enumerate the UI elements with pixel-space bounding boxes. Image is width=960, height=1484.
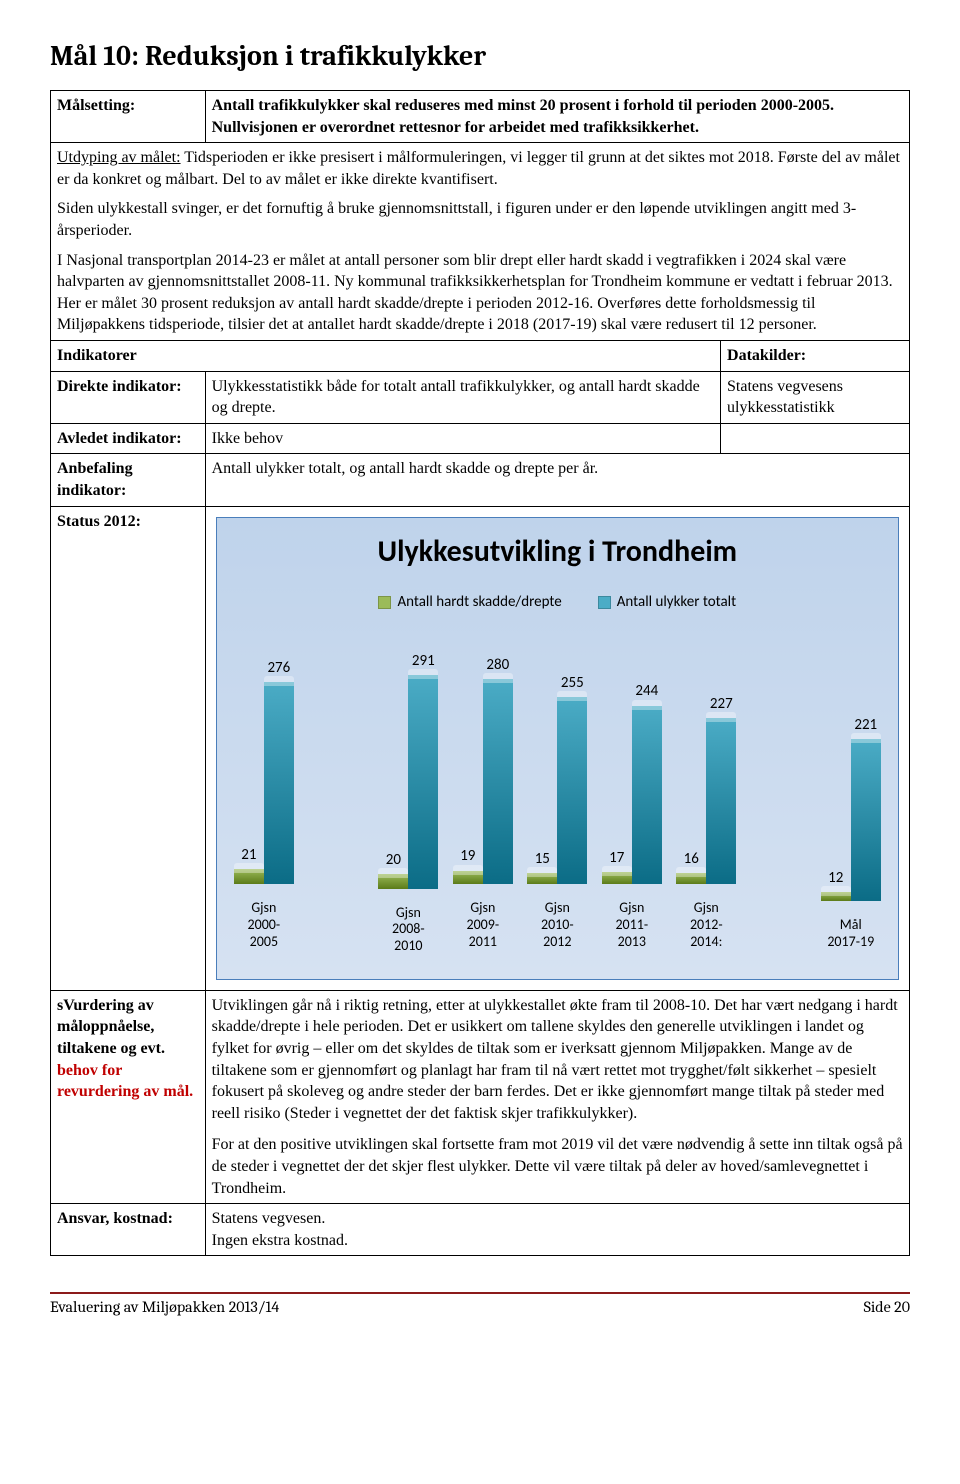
x-axis-label: Gjsn2011-2013 [615, 900, 648, 950]
bar-group: 16 227 Gjsn2012-2014: [669, 651, 743, 951]
direkte-data: Statens vegvesens ulykkesstatistikk [721, 371, 910, 423]
datakilder-label: Datakilder: [721, 340, 910, 371]
row-anbefaling: Anbefaling indikator: Antall ulykker tot… [51, 454, 910, 506]
avledet-label: Avledet indikator: [51, 423, 206, 454]
ansvar-label: Ansvar, kostnad: [51, 1204, 206, 1256]
footer: Evaluering av Miljøpakken 2013/14 Side 2… [50, 1298, 910, 1316]
utdyping-p3: I Nasjonal transportplan 2014-23 er måle… [57, 250, 903, 336]
anbefaling-text: Antall ulykker totalt, og antall hardt s… [205, 454, 909, 506]
vurdering-label: sVurdering av måloppnåelse, tiltakene og… [51, 990, 206, 1203]
vurdering-p1: Utviklingen går nå i riktig retning, ett… [212, 995, 903, 1125]
bar-b [632, 706, 662, 885]
ansvar-text: Statens vegvesen. Ingen ekstra kostnad. [205, 1204, 909, 1256]
status-chart-cell: Ulykkesutvikling i Trondheim Antall hard… [205, 506, 909, 990]
status-label: Status 2012: [51, 506, 206, 990]
row-vurdering: sVurdering av måloppnåelse, tiltakene og… [51, 990, 910, 1203]
bar-a [821, 892, 851, 901]
bar-value-a: 17 [609, 848, 624, 868]
bar-b [483, 679, 513, 884]
chart-title: Ulykkesutvikling i Trondheim [227, 532, 888, 573]
bar-value-b: 227 [710, 694, 733, 714]
chart-legend: Antall hardt skadde/drepte Antall ulykker… [227, 592, 888, 615]
row-direkte: Direkte indikator: Ulykkesstatistikk båd… [51, 371, 910, 423]
bar-b [706, 718, 736, 884]
bar-value-a: 12 [828, 868, 843, 888]
x-axis-label: Mål2017-19 [827, 917, 874, 951]
bar-group: 20291Gjsn2008-2010 [371, 651, 445, 951]
bar-value-b: 221 [854, 715, 877, 735]
bar-a [676, 873, 706, 885]
row-ansvar: Ansvar, kostnad: Statens vegvesen. Ingen… [51, 1204, 910, 1256]
bar-b [408, 675, 438, 888]
bar-group: 17 244 Gjsn2011-2013 [595, 651, 669, 951]
bar-b [851, 739, 881, 901]
avledet-data [721, 423, 910, 454]
x-axis-label: Gjsn2010-2012 [541, 900, 574, 950]
bar-value-a: 15 [535, 849, 550, 869]
bar-value-a: 21 [241, 845, 256, 865]
legend-swatch [378, 596, 391, 609]
direkte-label: Direkte indikator: [51, 371, 206, 423]
bar-value-a: 16 [684, 849, 699, 869]
bar-value-a: 19 [460, 846, 475, 866]
bar-group: 15 255 Gjsn2010-2012 [520, 651, 594, 951]
legend-item: Antall hardt skadde/drepte [378, 592, 561, 612]
utdyping-p2: Siden ulykkestall svinger, er det fornuf… [57, 198, 903, 241]
vurdering-text: Utviklingen går nå i riktig retning, ett… [205, 990, 909, 1203]
bar-b [557, 697, 587, 884]
footer-left: Evaluering av Miljøpakken 2013/14 [50, 1298, 279, 1316]
row-malsetting: Målsetting: Antall trafikkulykker skal r… [51, 91, 910, 143]
bar-value-b: 276 [267, 658, 290, 678]
x-axis-label: Gjsn2012-2014: [690, 900, 723, 950]
chart-container: Ulykkesutvikling i Trondheim Antall hard… [216, 517, 899, 980]
bar-a [453, 871, 483, 885]
utdyping-cell: Utdyping av målet: Tidsperioden er ikke … [51, 143, 910, 341]
bar-a [527, 873, 557, 884]
row-utdyping: Utdyping av målet: Tidsperioden er ikke … [51, 143, 910, 341]
bar-value-a: 20 [386, 850, 401, 870]
bar-group: 12 221 Mål2017-19 [814, 651, 888, 951]
x-axis-label: Gjsn2008-2010 [392, 905, 425, 955]
x-axis-label: Gjsn2009-2011 [466, 900, 499, 950]
bar-value-b: 280 [486, 655, 509, 675]
avledet-text: Ikke behov [205, 423, 720, 454]
x-axis-label: Gjsn2000-2005 [248, 900, 281, 950]
document-table: Målsetting: Antall trafikkulykker skal r… [50, 90, 910, 1256]
bar-value-b: 255 [561, 673, 584, 693]
legend-swatch [598, 596, 611, 609]
direkte-text: Ulykkesstatistikk både for totalt antall… [205, 371, 720, 423]
bar-group: 19 280 Gjsn2009-2011 [446, 651, 520, 951]
utdyping-p1: Tidsperioden er ikke presisert i målform… [57, 149, 900, 188]
page-title: Mål 10: Reduksjon i trafikkulykker [50, 40, 910, 72]
bar-value-b: 291 [412, 651, 435, 671]
bar-b [264, 682, 294, 884]
legend-item: Antall ulykker totalt [598, 592, 736, 612]
indikatorer-label: Indikatorer [51, 340, 721, 371]
footer-right: Side 20 [864, 1298, 910, 1316]
bar-a [234, 869, 264, 884]
row-avledet: Avledet indikator: Ikke behov [51, 423, 910, 454]
malsetting-label: Målsetting: [51, 91, 206, 143]
row-status: Status 2012: Ulykkesutvikling i Trondhei… [51, 506, 910, 990]
bar-value-b: 244 [635, 681, 658, 701]
row-indikatorer-header: Indikatorer Datakilder: [51, 340, 910, 371]
chart-bars: 21276Gjsn2000-200520291Gjsn2008-20101928… [227, 651, 888, 951]
legend-label: Antall ulykker totalt [617, 592, 736, 612]
legend-label: Antall hardt skadde/drepte [397, 592, 561, 612]
footer-rule [50, 1292, 910, 1294]
bar-a [378, 874, 408, 889]
bar-group: 21 276 Gjsn2000-2005 [227, 651, 301, 951]
malsetting-text: Antall trafikkulykker skal reduseres med… [205, 91, 909, 143]
bar-a [602, 872, 632, 884]
utdyping-label: Utdyping av målet: [57, 149, 181, 166]
anbefaling-label: Anbefaling indikator: [51, 454, 206, 506]
vurdering-p2: For at den positive utviklingen skal for… [212, 1134, 903, 1199]
